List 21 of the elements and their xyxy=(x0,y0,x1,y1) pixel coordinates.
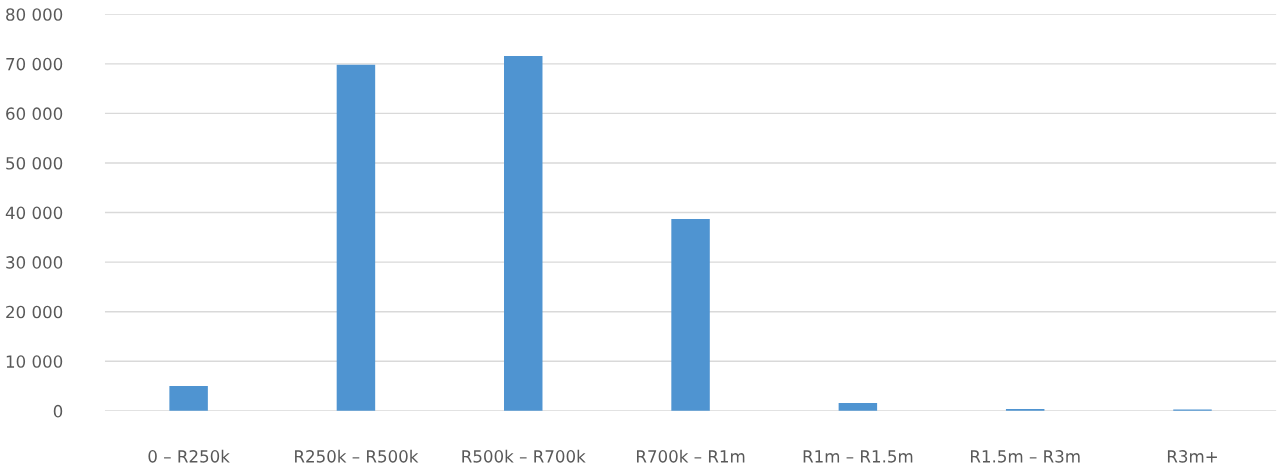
y-tick-label: 50 000 xyxy=(6,156,63,170)
y-tick-label: 0 xyxy=(53,404,63,418)
x-tick-label: R700k – R1m xyxy=(637,449,745,463)
bar xyxy=(838,402,878,411)
x-tick-label: R250k – R500k xyxy=(295,449,419,463)
y-tick-label: 10 000 xyxy=(6,355,63,368)
y-tick-label: 60 000 xyxy=(6,107,63,120)
bar xyxy=(671,219,710,411)
x-tick-label: 0 – R250k xyxy=(148,449,230,463)
x-tick-label: R500k – R700k xyxy=(462,449,586,463)
y-tick-label: 20 000 xyxy=(6,305,63,319)
x-tick-label: R1.5m – R3m xyxy=(970,450,1080,463)
bar xyxy=(169,386,208,411)
y-tick-label: 30 000 xyxy=(6,256,63,269)
y-tick-label: 40 000 xyxy=(5,206,63,220)
y-tick-label: 80 000 xyxy=(6,8,63,21)
x-tick-label: R1m – R1.5m xyxy=(803,450,913,463)
y-tick-label: 70 000 xyxy=(6,57,63,71)
bar xyxy=(336,64,376,411)
x-tick-label: R3m+ xyxy=(1167,450,1217,463)
bar xyxy=(504,55,543,411)
